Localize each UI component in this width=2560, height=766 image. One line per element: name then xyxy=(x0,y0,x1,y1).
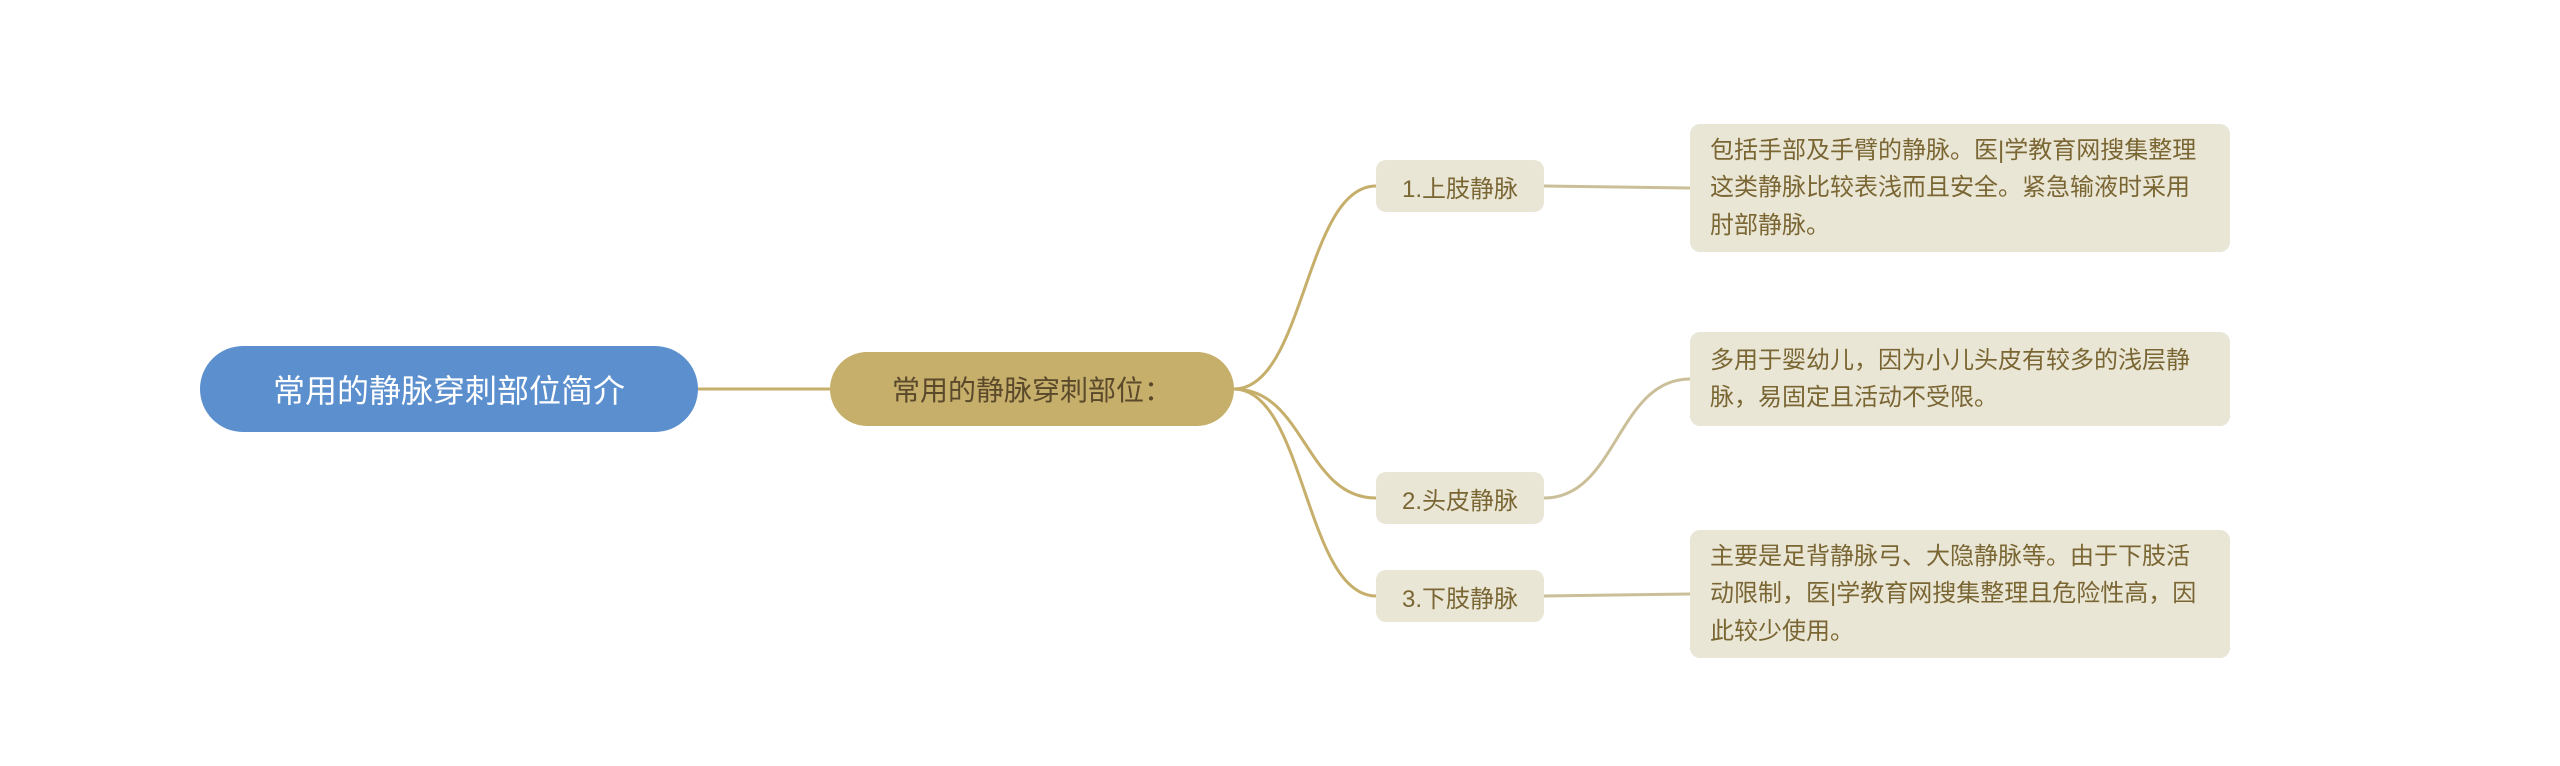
leaf-text: 多用于婴幼儿，因为小儿头皮有较多的浅层静脉，易固定且活动不受限。 xyxy=(1710,342,2210,416)
level2-label: 1.上肢静脉 xyxy=(1402,169,1518,204)
level1-label: 常用的静脉穿刺部位： xyxy=(892,369,1172,409)
mindmap-level1-node: 常用的静脉穿刺部位： xyxy=(830,352,1234,426)
root-label: 常用的静脉穿刺部位简介 xyxy=(273,366,625,412)
mindmap-leaf-node: 包括手部及手臂的静脉。医|学教育网搜集整理这类静脉比较表浅而且安全。紧急输液时采… xyxy=(1690,124,2230,252)
connector-line xyxy=(1544,379,1690,498)
connector-line xyxy=(1544,186,1690,188)
level2-label: 3.下肢静脉 xyxy=(1402,579,1518,614)
leaf-text: 主要是足背静脉弓、大隐静脉等。由于下肢活动限制，医|学教育网搜集整理且危险性高，… xyxy=(1710,538,2210,650)
connector-line xyxy=(1234,389,1376,596)
connector-line xyxy=(1234,186,1376,389)
leaf-text: 包括手部及手臂的静脉。医|学教育网搜集整理这类静脉比较表浅而且安全。紧急输液时采… xyxy=(1710,132,2210,244)
level2-label: 2.头皮静脉 xyxy=(1402,481,1518,516)
mindmap-leaf-node: 主要是足背静脉弓、大隐静脉等。由于下肢活动限制，医|学教育网搜集整理且危险性高，… xyxy=(1690,530,2230,658)
connector-line xyxy=(1544,594,1690,596)
mindmap-level2-node: 3.下肢静脉 xyxy=(1376,570,1544,622)
mindmap-level2-node: 1.上肢静脉 xyxy=(1376,160,1544,212)
connector-line xyxy=(1234,389,1376,498)
mindmap-root-node: 常用的静脉穿刺部位简介 xyxy=(200,346,698,432)
mindmap-level2-node: 2.头皮静脉 xyxy=(1376,472,1544,524)
mindmap-leaf-node: 多用于婴幼儿，因为小儿头皮有较多的浅层静脉，易固定且活动不受限。 xyxy=(1690,332,2230,426)
